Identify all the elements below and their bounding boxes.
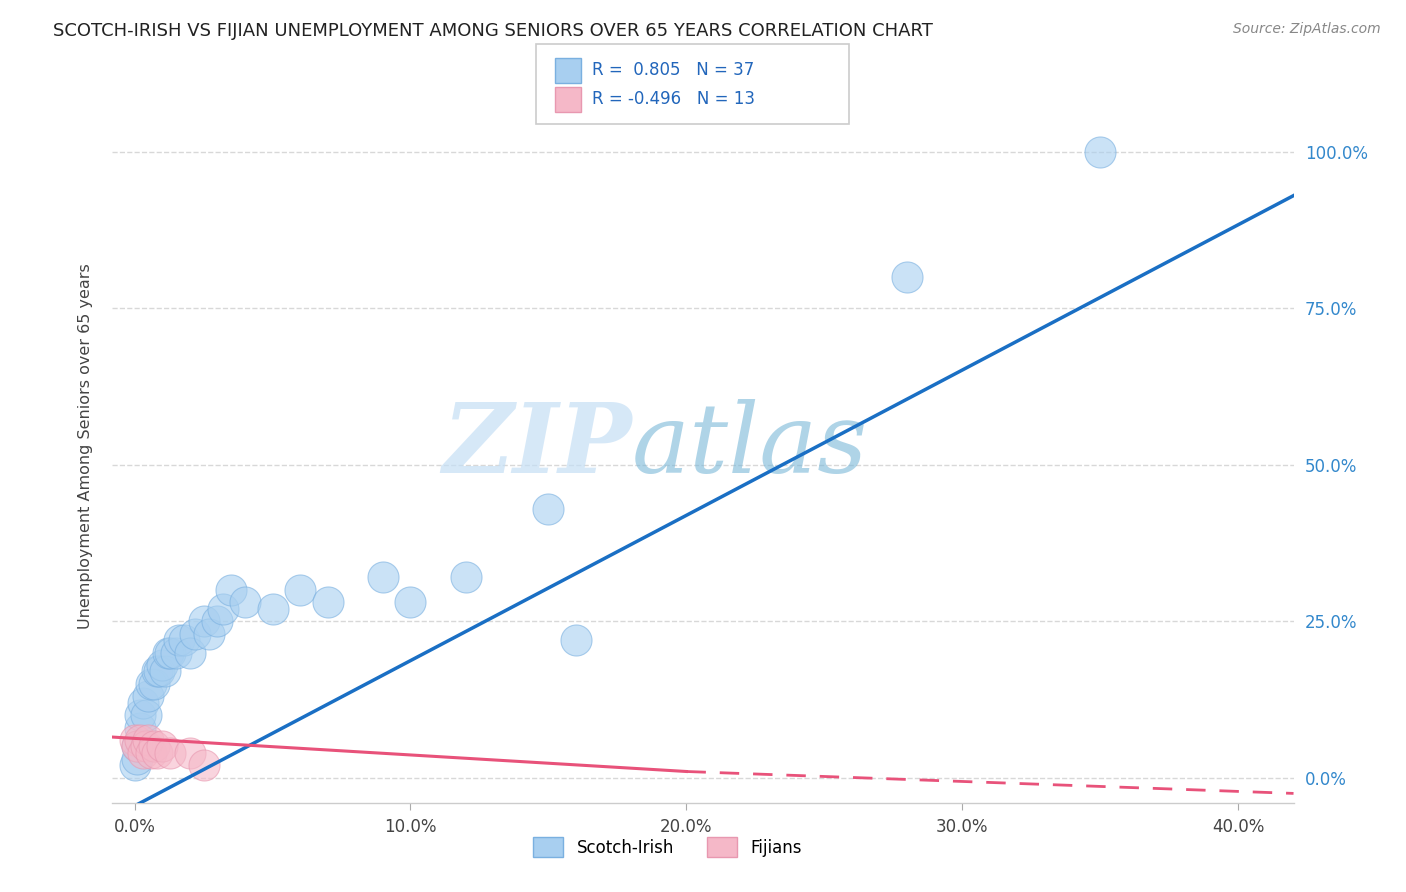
- Fijians: [135, 739, 157, 754]
- Scotch-Irish: [165, 646, 187, 660]
- Text: R = -0.496   N = 13: R = -0.496 N = 13: [592, 90, 755, 108]
- Scotch-Irish: [129, 721, 152, 735]
- Fijians: [142, 739, 165, 754]
- Scotch-Irish: [148, 665, 170, 679]
- Scotch-Irish: [127, 752, 149, 766]
- Fijians: [193, 758, 215, 772]
- Scotch-Irish: [198, 627, 221, 641]
- Fijians: [127, 739, 149, 754]
- Scotch-Irish: [138, 690, 160, 704]
- Scotch-Irish: [142, 677, 165, 691]
- Text: ZIP: ZIP: [443, 399, 633, 493]
- Scotch-Irish: [167, 633, 190, 648]
- Text: R =  0.805   N = 37: R = 0.805 N = 37: [592, 62, 754, 79]
- Scotch-Irish: [288, 582, 311, 597]
- Scotch-Irish: [219, 582, 242, 597]
- Scotch-Irish: [153, 665, 176, 679]
- Scotch-Irish: [135, 708, 157, 723]
- Scotch-Irish: [565, 633, 588, 648]
- Scotch-Irish: [132, 696, 155, 710]
- Fijians: [139, 746, 162, 760]
- Scotch-Irish: [399, 595, 422, 609]
- Fijians: [132, 746, 155, 760]
- Fijians: [150, 739, 173, 754]
- Scotch-Irish: [127, 739, 149, 754]
- Fijians: [159, 746, 181, 760]
- Scotch-Irish: [173, 633, 195, 648]
- Fijians: [138, 733, 160, 747]
- Scotch-Irish: [159, 646, 181, 660]
- Fijians: [145, 746, 167, 760]
- Scotch-Irish: [124, 758, 146, 772]
- Text: SCOTCH-IRISH VS FIJIAN UNEMPLOYMENT AMONG SENIORS OVER 65 YEARS CORRELATION CHAR: SCOTCH-IRISH VS FIJIAN UNEMPLOYMENT AMON…: [53, 22, 934, 40]
- Scotch-Irish: [129, 708, 152, 723]
- Scotch-Irish: [537, 501, 560, 516]
- Text: atlas: atlas: [633, 399, 869, 493]
- Scotch-Irish: [212, 601, 235, 615]
- Scotch-Irish: [184, 627, 207, 641]
- Scotch-Irish: [193, 614, 215, 628]
- Scotch-Irish: [150, 658, 173, 673]
- Scotch-Irish: [156, 646, 179, 660]
- Fijians: [124, 733, 146, 747]
- Y-axis label: Unemployment Among Seniors over 65 years: Unemployment Among Seniors over 65 years: [79, 263, 93, 629]
- Scotch-Irish: [139, 677, 162, 691]
- Scotch-Irish: [262, 601, 284, 615]
- Scotch-Irish: [316, 595, 339, 609]
- Fijians: [129, 733, 152, 747]
- Text: Source: ZipAtlas.com: Source: ZipAtlas.com: [1233, 22, 1381, 37]
- Scotch-Irish: [371, 570, 394, 584]
- Scotch-Irish: [454, 570, 477, 584]
- Scotch-Irish: [179, 646, 201, 660]
- Scotch-Irish: [233, 595, 256, 609]
- Scotch-Irish: [207, 614, 229, 628]
- Scotch-Irish: [1090, 145, 1112, 159]
- Fijians: [179, 746, 201, 760]
- Scotch-Irish: [145, 665, 167, 679]
- Scotch-Irish: [896, 270, 918, 285]
- Legend: Scotch-Irish, Fijians: Scotch-Irish, Fijians: [524, 829, 810, 866]
